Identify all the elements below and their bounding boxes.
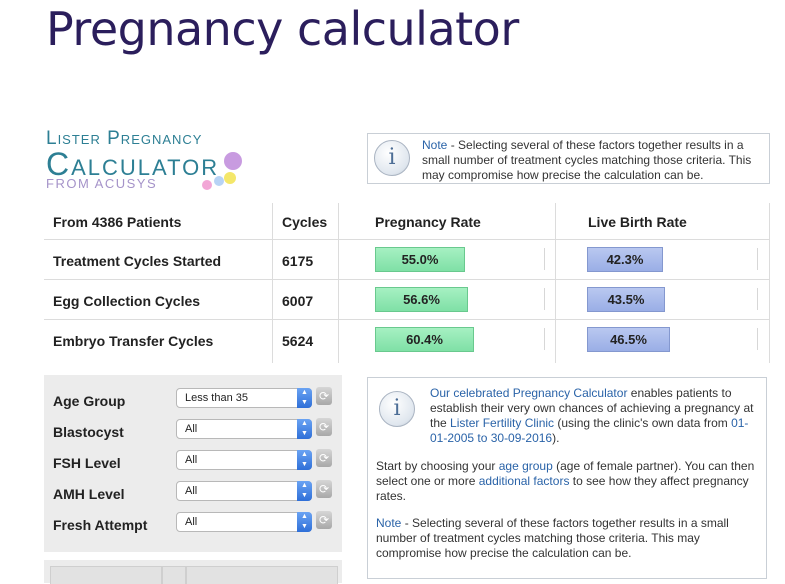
select-value: All <box>185 423 198 435</box>
filter-label: Blastocyst <box>53 424 124 440</box>
bottom-tab-strip <box>44 560 342 584</box>
logo-dot-icon <box>224 172 236 184</box>
logo-question-dot-icon <box>224 152 242 170</box>
row-cycles: 6007 <box>282 293 314 309</box>
select-arrows-icon: ▲ ▼ <box>297 512 312 532</box>
note-body: - Selecting several of these factors tog… <box>376 516 729 560</box>
filter-fresh-attempt: Fresh Attempt All ▲ ▼ ⟳ <box>44 508 342 539</box>
select-arrows-icon: ▲ ▼ <box>297 388 312 408</box>
fresh-attempt-select[interactable]: All ▲ ▼ <box>176 512 312 532</box>
column-divider <box>272 203 273 363</box>
reset-icon[interactable]: ⟳ <box>316 511 332 529</box>
tab[interactable] <box>186 566 338 584</box>
live-birth-rate-header: Live Birth Rate <box>588 214 687 230</box>
note-box-top: i Note - Selecting several of these fact… <box>367 133 770 184</box>
bar-scale-end <box>757 248 758 270</box>
age-group-link[interactable]: age group <box>498 459 553 473</box>
note-top-text: Note - Selecting several of these factor… <box>422 138 764 183</box>
filter-blastocyst: Blastocyst All ▲ ▼ ⟳ <box>44 415 342 446</box>
note-label: Note <box>422 138 448 152</box>
info-icon: i <box>374 140 410 176</box>
date-range-link[interactable]: 01-01-2005 to 30-09-2016 <box>430 416 749 445</box>
filter-amh-level: AMH Level All ▲ ▼ ⟳ <box>44 477 342 508</box>
intro-text: enables patients to establish their very… <box>430 386 754 430</box>
logo-line-2: Calculator <box>46 146 220 182</box>
live-birth-rate-bar: 42.3% <box>587 247 663 272</box>
filter-age-group: Age Group Less than 35 ▲ ▼ ⟳ <box>44 384 342 415</box>
cycles-header: Cycles <box>282 214 328 230</box>
fsh-level-select[interactable]: All ▲ ▼ <box>176 450 312 470</box>
instructions-text: to see how they affect pregnancy rates. <box>376 474 749 503</box>
intro-text: (using the clinic's own data from <box>554 416 732 430</box>
intro-paragraph: Our celebrated Pregnancy Calculator enab… <box>430 386 760 446</box>
row-cycles: 5624 <box>282 333 314 349</box>
note-paragraph: Note - Selecting several of these factor… <box>376 516 762 561</box>
bar-scale-end <box>544 328 545 350</box>
calculator-logo: Lister Pregnancy Calculator FROM ACUSYS <box>46 128 286 198</box>
row-cycles: 6175 <box>282 253 314 269</box>
logo-dot-icon <box>214 176 224 186</box>
bar-scale-end <box>544 288 545 310</box>
patients-header: From 4386 Patients <box>53 214 182 230</box>
reset-icon[interactable]: ⟳ <box>316 449 332 467</box>
blastocyst-select[interactable]: All ▲ ▼ <box>176 419 312 439</box>
filter-label: Age Group <box>53 393 126 409</box>
pregnancy-rate-bar: 60.4% <box>375 327 474 352</box>
column-divider <box>769 203 770 363</box>
filter-label: Fresh Attempt <box>53 517 148 533</box>
logo-line-1: Lister Pregnancy <box>46 128 203 149</box>
amh-level-select[interactable]: All ▲ ▼ <box>176 481 312 501</box>
instructions-text: (age of female partner). You can then se… <box>376 459 755 488</box>
clinic-link[interactable]: Lister Fertility Clinic <box>450 416 555 430</box>
reset-icon[interactable]: ⟳ <box>316 418 332 436</box>
filter-label: AMH Level <box>53 486 125 502</box>
intro-text: ). <box>552 431 560 445</box>
bar-scale-end <box>757 328 758 350</box>
reset-icon[interactable]: ⟳ <box>316 387 332 405</box>
reset-icon[interactable]: ⟳ <box>316 480 332 498</box>
logo-line-3: FROM ACUSYS <box>46 176 158 191</box>
select-value: All <box>185 454 198 466</box>
table-row: Egg Collection Cycles 6007 <box>44 279 770 320</box>
bar-scale-end <box>544 248 545 270</box>
pregnancy-rate-bar: 55.0% <box>375 247 465 272</box>
additional-factors-link[interactable]: additional factors <box>478 474 570 488</box>
pregnancy-rate-header: Pregnancy Rate <box>375 214 481 230</box>
filter-fsh-level: FSH Level All ▲ ▼ ⟳ <box>44 446 342 477</box>
row-label: Treatment Cycles Started <box>53 253 222 269</box>
select-arrows-icon: ▲ ▼ <box>297 419 312 439</box>
select-value: All <box>185 516 198 528</box>
table-header-row: From 4386 Patients Cycles Pregnancy Rate… <box>44 203 770 243</box>
table-row: Embryo Transfer Cycles 5624 <box>44 319 770 360</box>
filter-label: FSH Level <box>53 455 121 471</box>
row-label: Embryo Transfer Cycles <box>53 333 214 349</box>
column-divider <box>338 203 339 363</box>
select-arrows-icon: ▲ ▼ <box>297 450 312 470</box>
calculator-link[interactable]: Our celebrated Pregnancy Calculator <box>430 386 628 400</box>
logo-dot-icon <box>202 180 212 190</box>
select-value: Less than 35 <box>185 392 248 404</box>
row-label: Egg Collection Cycles <box>53 293 201 309</box>
instructions-text: Start by choosing your <box>376 459 499 473</box>
pregnancy-rate-bar: 56.6% <box>375 287 468 312</box>
info-icon: i <box>379 391 415 427</box>
bar-scale-end <box>757 288 758 310</box>
column-divider <box>555 203 556 363</box>
table-row: Treatment Cycles Started 6175 <box>44 239 770 280</box>
tab[interactable] <box>162 566 186 584</box>
note-body: - Selecting several of these factors tog… <box>422 138 752 182</box>
age-group-select[interactable]: Less than 35 ▲ ▼ <box>176 388 312 408</box>
calculator-info-box: i Our celebrated Pregnancy Calculator en… <box>367 377 767 579</box>
page-title: Pregnancy calculator <box>46 2 519 56</box>
instructions-paragraph: Start by choosing your age group (age of… <box>376 459 762 504</box>
select-value: All <box>185 485 198 497</box>
filter-panel: Age Group Less than 35 ▲ ▼ ⟳ Blastocyst Al… <box>44 375 342 552</box>
live-birth-rate-bar: 46.5% <box>587 327 670 352</box>
live-birth-rate-bar: 43.5% <box>587 287 665 312</box>
note-label: Note <box>376 516 402 530</box>
select-arrows-icon: ▲ ▼ <box>297 481 312 501</box>
tab[interactable] <box>50 566 162 584</box>
